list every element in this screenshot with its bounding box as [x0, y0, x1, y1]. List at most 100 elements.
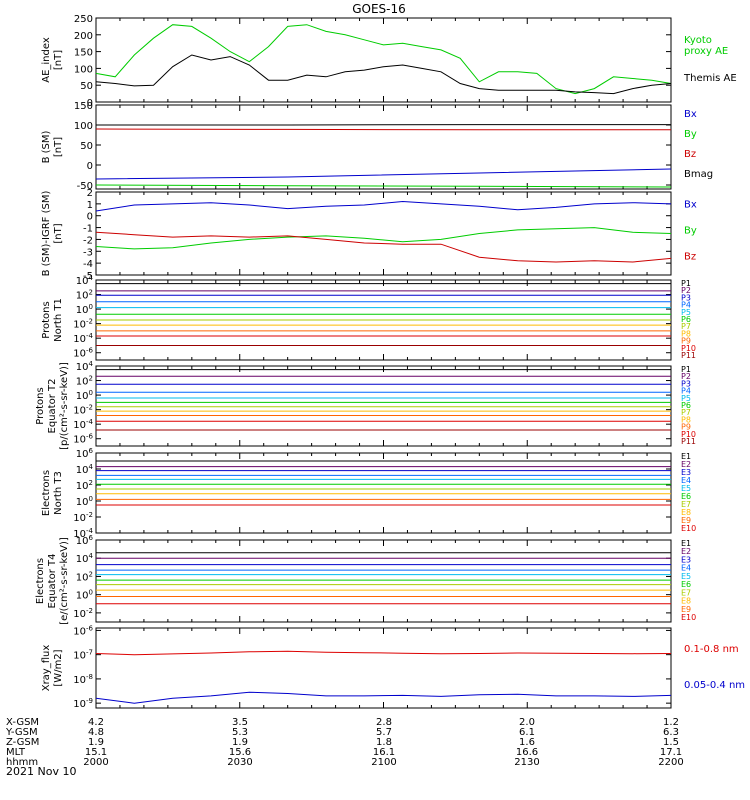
time-axis-value: 6.1: [519, 727, 535, 738]
y-tick-label: 102: [76, 479, 93, 492]
y-tick-label: 10-2: [73, 607, 93, 620]
legend-label: E5: [681, 572, 691, 581]
time-axis-value: 2.0: [519, 717, 535, 728]
plot-title: GOES-16: [352, 2, 406, 16]
y-tick-label: 100: [76, 389, 93, 402]
y-tick-label: 50: [80, 141, 93, 152]
time-axis-value: 1.9: [88, 737, 104, 748]
legend-label: 0.05-0.4 nm: [684, 680, 745, 691]
y-tick-label: 10-9: [73, 697, 93, 710]
legend-label: E1: [681, 452, 691, 461]
time-axis-row-label: X-GSM: [6, 717, 39, 728]
time-axis-value: 16.6: [516, 747, 538, 758]
y-axis-label: Electrons: [41, 470, 52, 516]
time-axis-row-label: hhmm: [6, 757, 38, 768]
legend-label: P8: [681, 415, 691, 424]
y-tick-label: 150: [74, 48, 93, 59]
legend-label: Bx: [684, 109, 697, 120]
legend-label: Bx: [684, 200, 697, 211]
y-tick-label: 10-4: [73, 332, 93, 345]
y-tick-label: 10-2: [73, 404, 93, 417]
y-axis-label: North T1: [53, 298, 64, 342]
legend-label: P11: [681, 351, 696, 360]
panel-frame: [95, 452, 672, 534]
y-tick-label: 104: [76, 463, 94, 476]
y-tick-label: 0: [87, 161, 93, 172]
y-axis-label: [nT]: [53, 223, 64, 243]
legend-label: P11: [681, 437, 696, 446]
time-axis-value: 16.1: [373, 747, 395, 758]
y-tick-label: 10-7: [73, 649, 93, 662]
y-tick-label: -3: [83, 247, 93, 258]
legend-label: P5: [681, 394, 691, 403]
panel-8: 10-6 10-7 10-8 10-9 Xray_flux [W/m2] 0.1-0.8 n…: [41, 624, 745, 710]
time-axis-value: 3.5: [232, 717, 248, 728]
y-tick-label: -1: [83, 224, 93, 235]
y-axis-label: [p/(cm²-s-sr-keV)]: [59, 362, 70, 450]
legend-label: Bz: [684, 149, 696, 160]
time-axis-value: 2030: [227, 757, 252, 768]
legend-label: E8: [681, 597, 691, 606]
legend-label: P7: [681, 322, 691, 331]
legend-label: E3: [681, 468, 691, 477]
y-axis-label: [nT]: [53, 137, 64, 157]
series-line-0.05-0.4-nm: [95, 691, 672, 704]
time-axis-value: 4.8: [88, 727, 104, 738]
y-axis-label: B (SM)-IGRF (SM): [41, 191, 52, 277]
y-tick-label: 10-4: [73, 418, 93, 431]
panel-2: -50 0 50 100 150 B (SM) [nT] Bx By Bz Bmag: [41, 101, 713, 192]
y-tick-label: 104: [76, 360, 94, 373]
y-tick-label: 2: [87, 188, 93, 199]
y-tick-label: 1: [87, 200, 93, 211]
y-tick-label: -2: [83, 235, 93, 246]
y-tick-label: -50: [77, 181, 93, 192]
date-label: 2021 Nov 10: [6, 765, 76, 778]
y-tick-label: 10-4: [73, 527, 93, 540]
y-tick-label: 10-2: [73, 511, 93, 524]
y-axis-label: [nT]: [53, 50, 64, 70]
y-tick-label: 100: [76, 303, 93, 316]
time-axis-value: 2000: [83, 757, 108, 768]
legend-label: proxy AE: [684, 46, 728, 57]
y-axis-label: Protons: [35, 387, 46, 424]
series-line-kyoto-proxy-ae: [95, 24, 672, 95]
y-tick-label: 0: [87, 98, 93, 109]
time-axis-value: 1.5: [663, 737, 679, 748]
time-axis-row-label: Z-GSM: [6, 737, 39, 748]
panel-frame: [95, 104, 672, 190]
legend-label: P5: [681, 308, 691, 317]
legend-label: E10: [681, 613, 696, 622]
legend-label: Kyoto: [684, 35, 712, 46]
time-axis-value: 1.6: [519, 737, 535, 748]
y-tick-label: 100: [76, 495, 93, 508]
legend-label: P9: [681, 423, 691, 432]
legend-label: P4: [681, 387, 691, 396]
series-line-bz: [95, 231, 672, 263]
series-line-bx: [95, 200, 672, 212]
y-tick-label: 10-2: [73, 318, 93, 331]
legend-label: P8: [681, 329, 691, 338]
y-tick-label: 0: [87, 212, 93, 223]
y-tick-label: 102: [76, 570, 93, 583]
time-axis-value: 2130: [514, 757, 539, 768]
y-axis-label: AE_index: [41, 37, 52, 83]
time-axis-labels: X-GSM 4.2 3.5 2.8 2.0 1.2 Y-GSM 4.8 5.3 5.7 6.1 6.3…: [5, 717, 684, 768]
y-tick-label: 104: [76, 552, 94, 565]
series-line-bx: [95, 168, 672, 180]
legend-label: E1: [681, 539, 691, 548]
legend-label: Bmag: [684, 169, 713, 180]
y-tick-label: 10-6: [73, 347, 93, 360]
time-axis-value: 15.1: [85, 747, 107, 758]
y-tick-label: 10-6: [73, 433, 93, 446]
y-tick-label: 100: [74, 121, 93, 132]
legend-label: E9: [681, 516, 691, 525]
legend-label: P1: [681, 365, 691, 374]
time-axis-value: 17.1: [660, 747, 682, 758]
y-axis-label: Protons: [41, 301, 52, 338]
y-tick-label: 104: [76, 274, 94, 287]
legend-label: E2: [681, 460, 691, 469]
legend-label: E10: [681, 524, 696, 533]
